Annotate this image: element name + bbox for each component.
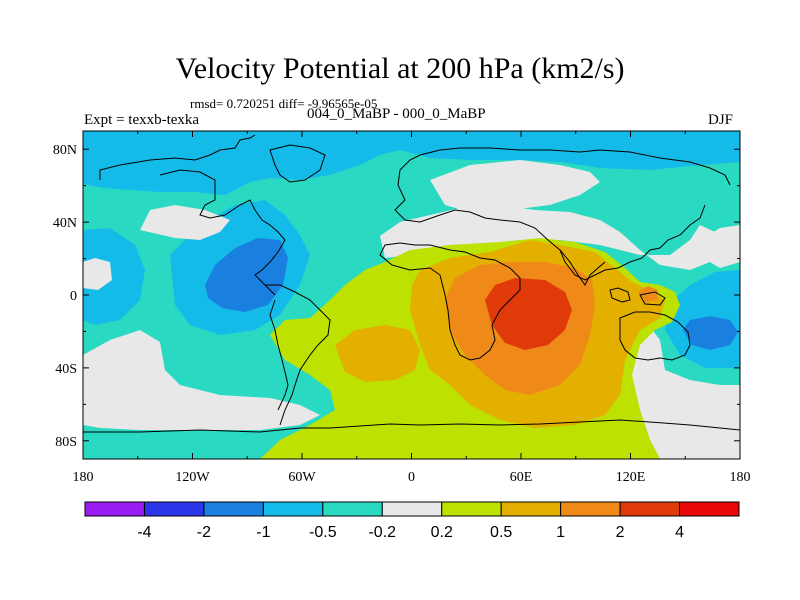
y-tick-label: 40S — [55, 362, 77, 377]
x-tick-label: 120E — [616, 470, 646, 485]
colorbar-label: -0.5 — [309, 524, 337, 541]
x-tick-label: 120W — [175, 470, 210, 485]
colorbar-label: 4 — [675, 524, 684, 541]
colorbar-swatch — [84, 501, 145, 517]
coastline-south-america-west — [269, 299, 289, 411]
coastline-south-america — [265, 284, 331, 426]
contour-band-plus05-atlantic — [335, 325, 420, 382]
y-tick-label: 0 — [70, 289, 77, 304]
experiment-label: Expt = texxb-texka — [84, 112, 200, 128]
coastline-eurasia — [394, 147, 731, 281]
x-axis: 180 120W 60W 0 60E 120E 180 — [73, 131, 751, 485]
colorbar-swatch — [381, 501, 443, 517]
colorbar: -4 -2 -1 -0.5 -0.2 0.2 0.5 1 2 4 — [84, 501, 740, 541]
colorbar-swatch — [441, 501, 502, 517]
coastline-north-america — [99, 134, 286, 296]
coastline-africa — [379, 242, 521, 361]
contour-band-minus2-americas — [205, 238, 288, 312]
x-tick-label: 0 — [408, 470, 415, 485]
contour-band-zero-west — [83, 258, 112, 290]
x-tick-label: 180 — [73, 470, 94, 485]
chart-title: Velocity Potential at 200 hPa (km2/s) — [175, 52, 625, 85]
colorbar-label: -4 — [137, 524, 151, 541]
colorbar-label: -2 — [197, 524, 211, 541]
contour-band-plus1-small — [638, 286, 658, 302]
colorbar-label: -1 — [256, 524, 270, 541]
colorbar-label: 1 — [556, 524, 565, 541]
contour-band-zero-north-africa — [380, 205, 720, 270]
coastline-australia — [619, 311, 691, 361]
contour-band-zero-southeast — [620, 320, 740, 459]
coastline-india — [559, 249, 606, 286]
colorbar-swatch — [560, 501, 621, 517]
coastline-maritime — [609, 287, 666, 306]
colorbar-label: 0.5 — [490, 524, 512, 541]
coastline-antarctica — [83, 419, 740, 433]
difference-label: 004_0_MaBP - 000_0_MaBP — [307, 106, 486, 122]
colorbar-swatch — [262, 501, 324, 517]
contour-fill — [83, 131, 740, 459]
x-tick-label: 180 — [730, 470, 751, 485]
contour-band-zero-north-asia — [430, 160, 600, 212]
colorbar-swatch — [322, 501, 383, 517]
colorbar-swatch — [143, 501, 205, 517]
x-tick-label: 60E — [510, 470, 533, 485]
contour-band-minus1-west — [83, 228, 145, 325]
colorbar-swatch — [679, 501, 740, 517]
colorbar-label: -0.2 — [368, 524, 396, 541]
colorbar-swatch — [203, 501, 264, 517]
contour-band-minus1-north — [83, 131, 740, 195]
contour-band-zero-north-pacific — [140, 205, 230, 240]
contour-band-plus2 — [485, 278, 572, 350]
contour-band-minus2-pacific — [683, 316, 738, 350]
contour-band-zero-south — [83, 330, 320, 430]
x-tick-label: 60W — [288, 470, 316, 485]
y-tick-label: 80S — [55, 435, 77, 450]
coastlines — [83, 134, 740, 433]
colorbar-swatch — [619, 501, 681, 517]
colorbar-label: 2 — [616, 524, 625, 541]
y-axis: 80N 40N 0 40S 80S — [53, 143, 740, 450]
stats-subtitle: rmsd= 0.720251 diff= -9.96565e-05 — [190, 96, 378, 111]
contour-band-zero-west-pacific — [700, 225, 740, 268]
colorbar-label: 0.2 — [431, 524, 453, 541]
y-tick-label: 80N — [53, 143, 77, 158]
coastline-greenland — [269, 144, 326, 183]
y-tick-label: 40N — [53, 216, 77, 231]
season-label: DJF — [708, 112, 734, 128]
colorbar-swatch — [500, 501, 562, 517]
